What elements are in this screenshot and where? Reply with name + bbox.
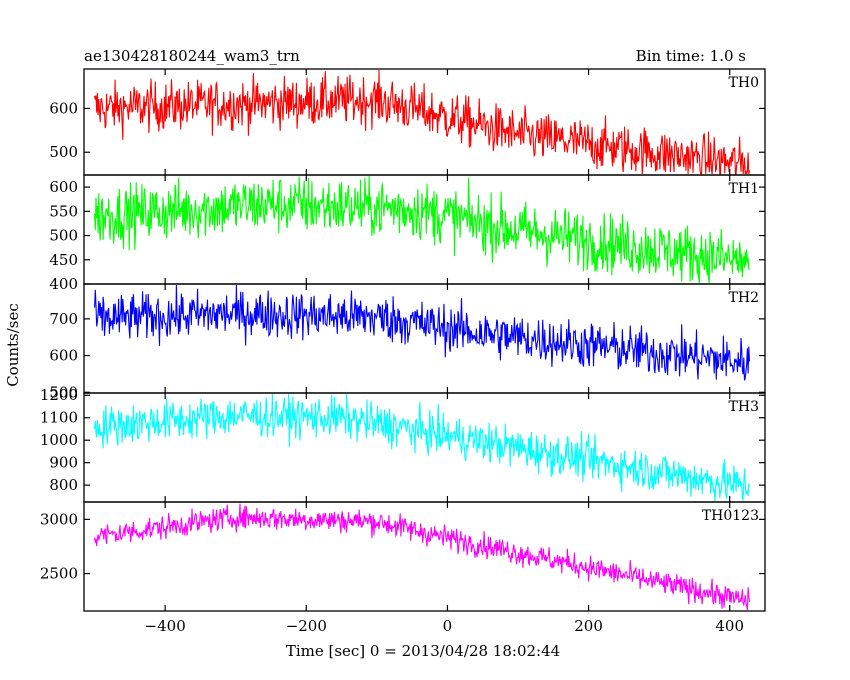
panel-frame — [83, 392, 766, 503]
x-tick-label: 200 — [574, 617, 603, 635]
panel-th2: 500 600 700 TH2 — [49, 283, 766, 401]
y-tick-label: 800 — [49, 476, 78, 494]
series-line-th0123 — [94, 503, 751, 611]
panel-th1: 400 450 500 550 600 TH1 — [49, 174, 766, 293]
chart-title: ae130428180244_wam3_trn — [84, 47, 300, 65]
x-tick-label: −200 — [286, 617, 327, 635]
x-tick-label: 400 — [715, 617, 744, 635]
bin-time-label: Bin time: 1.0 s — [636, 47, 746, 65]
y-tick-label: 450 — [49, 251, 78, 269]
y-tick-label: 2500 — [40, 565, 78, 583]
series-line-th0 — [94, 69, 751, 175]
y-axis-label: Counts/sec — [4, 303, 22, 387]
y-tick-label: 500 — [49, 383, 78, 401]
panel-label-th0123: TH0123 — [702, 508, 759, 524]
panel-label-th0: TH0 — [729, 75, 759, 91]
panel-label-th1: TH1 — [729, 181, 759, 197]
y-tick-label: 500 — [49, 143, 78, 161]
y-tick-label: 1200 — [40, 386, 78, 404]
y-tick-label: 700 — [49, 310, 78, 328]
panel-label-th2: TH2 — [729, 290, 759, 306]
panels-group: 500 600 TH0 400 450 500 550 600 TH1 500 600 700 TH2 8… — [40, 68, 766, 635]
series-line-th1 — [94, 175, 750, 284]
x-tick-label: −400 — [145, 617, 186, 635]
y-tick-label: 550 — [49, 202, 78, 220]
panel-th3: 800 900 1000 1100 1200 TH3 — [40, 386, 766, 503]
series-line-th3 — [94, 393, 751, 502]
series-line-th2 — [94, 284, 751, 381]
panel-th0123: 2500 3000 TH0123 — [40, 501, 766, 612]
y-tick-label: 1100 — [40, 409, 78, 427]
y-tick-label: 600 — [49, 99, 78, 117]
y-tick-label: 500 — [49, 227, 78, 245]
y-tick-label: 3000 — [40, 510, 78, 528]
panel-frame — [83, 283, 766, 394]
y-tick-label: 600 — [49, 347, 78, 365]
y-tick-label: 900 — [49, 454, 78, 472]
y-tick-label: 400 — [49, 275, 78, 293]
panel-frame — [83, 501, 766, 612]
panel-label-th3: TH3 — [729, 399, 759, 415]
panel-th0: 500 600 TH0 — [49, 68, 766, 176]
x-tick-label: 0 — [443, 617, 453, 635]
y-tick-label: 1000 — [40, 431, 78, 449]
x-axis-label: Time [sec] 0 = 2013/04/28 18:02:44 — [286, 642, 560, 660]
y-tick-label: 600 — [49, 178, 78, 196]
